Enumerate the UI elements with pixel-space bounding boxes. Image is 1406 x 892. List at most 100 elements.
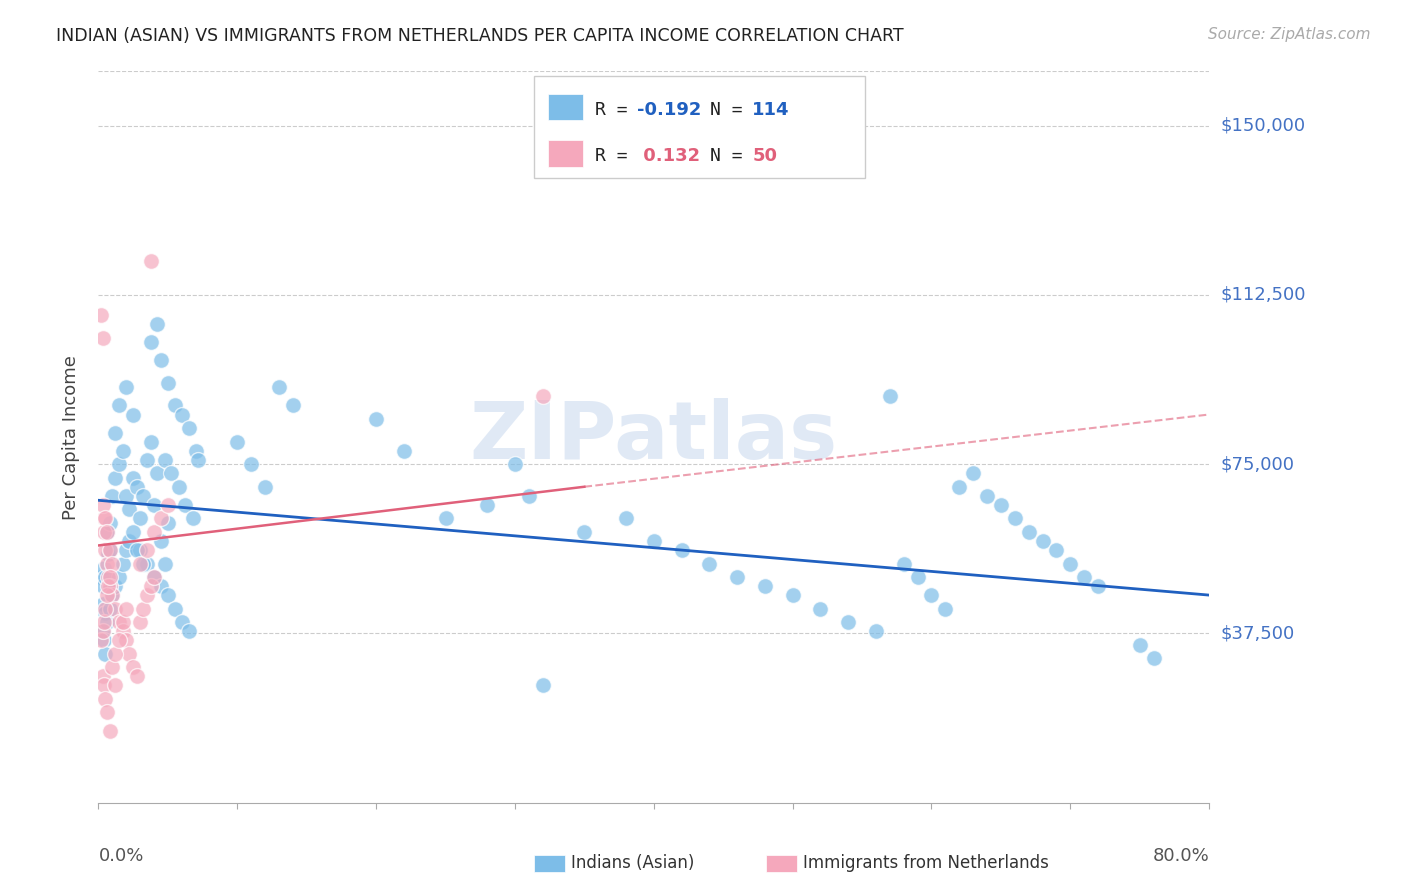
Point bbox=[104, 601, 127, 615]
Point bbox=[90, 633, 112, 648]
Point bbox=[112, 624, 135, 639]
Point bbox=[122, 471, 145, 485]
Point bbox=[98, 516, 121, 530]
Point bbox=[98, 579, 121, 593]
Text: 0.0%: 0.0% bbox=[98, 847, 143, 864]
Point bbox=[104, 678, 127, 692]
Point bbox=[948, 480, 970, 494]
Point bbox=[366, 412, 388, 426]
Point bbox=[118, 647, 141, 661]
Point bbox=[934, 601, 956, 615]
Point bbox=[115, 489, 138, 503]
Point bbox=[93, 511, 115, 525]
Point bbox=[104, 471, 127, 485]
Point bbox=[574, 524, 596, 539]
Text: -0.192: -0.192 bbox=[637, 101, 702, 119]
Point bbox=[475, 498, 499, 512]
Point bbox=[104, 425, 127, 440]
Point bbox=[141, 335, 163, 350]
Point bbox=[97, 570, 120, 584]
Point bbox=[96, 588, 118, 602]
Point bbox=[1129, 638, 1152, 652]
Text: N =: N = bbox=[710, 101, 754, 119]
Point bbox=[614, 511, 637, 525]
Point bbox=[129, 557, 152, 571]
Point bbox=[91, 331, 114, 345]
Point bbox=[93, 615, 115, 630]
Point bbox=[101, 588, 124, 602]
Point bbox=[127, 669, 149, 683]
Point bbox=[149, 533, 172, 548]
Point bbox=[90, 308, 112, 322]
Point bbox=[132, 601, 155, 615]
Text: $37,500: $37,500 bbox=[1220, 624, 1295, 642]
Point bbox=[136, 557, 159, 571]
Text: 80.0%: 80.0% bbox=[1153, 847, 1209, 864]
Point bbox=[671, 543, 693, 558]
Text: N =: N = bbox=[710, 147, 754, 165]
Point bbox=[141, 434, 163, 449]
Point bbox=[136, 588, 159, 602]
Point bbox=[810, 601, 832, 615]
Point bbox=[108, 570, 131, 584]
Point bbox=[94, 606, 117, 620]
Point bbox=[112, 443, 135, 458]
Point bbox=[173, 498, 195, 512]
Point bbox=[149, 579, 172, 593]
Point bbox=[962, 466, 984, 480]
Point bbox=[96, 557, 118, 571]
Point bbox=[101, 489, 124, 503]
Point bbox=[156, 516, 179, 530]
Point bbox=[132, 489, 155, 503]
Point bbox=[159, 466, 181, 480]
Point bbox=[187, 452, 209, 467]
Text: R =: R = bbox=[595, 147, 638, 165]
Point bbox=[112, 615, 135, 630]
Point bbox=[177, 421, 200, 435]
Point bbox=[170, 615, 193, 630]
Point bbox=[98, 723, 121, 738]
Point bbox=[115, 633, 138, 648]
Point bbox=[184, 443, 207, 458]
Point bbox=[281, 399, 304, 413]
Point bbox=[122, 524, 145, 539]
Point bbox=[1004, 511, 1026, 525]
Point bbox=[93, 678, 115, 692]
Point bbox=[434, 511, 457, 525]
Text: $112,500: $112,500 bbox=[1220, 285, 1306, 304]
Text: 114: 114 bbox=[752, 101, 790, 119]
Text: Immigrants from Netherlands: Immigrants from Netherlands bbox=[803, 855, 1049, 872]
Point bbox=[782, 588, 804, 602]
Point bbox=[136, 452, 159, 467]
Point bbox=[122, 660, 145, 674]
Point bbox=[517, 489, 540, 503]
Point bbox=[93, 524, 115, 539]
Point bbox=[118, 502, 141, 516]
Point bbox=[94, 692, 117, 706]
Point bbox=[879, 389, 901, 403]
Point bbox=[1143, 651, 1166, 665]
Point bbox=[91, 579, 114, 593]
Point bbox=[920, 588, 942, 602]
Point bbox=[253, 480, 276, 494]
Point bbox=[127, 480, 149, 494]
Point bbox=[149, 353, 172, 368]
Point bbox=[976, 489, 998, 503]
Point bbox=[90, 570, 112, 584]
Point bbox=[93, 561, 115, 575]
Point bbox=[226, 434, 249, 449]
Point bbox=[108, 399, 131, 413]
Point bbox=[91, 624, 114, 639]
Point bbox=[754, 579, 776, 593]
Point bbox=[170, 408, 193, 422]
Point bbox=[115, 543, 138, 558]
Point bbox=[143, 498, 166, 512]
Point bbox=[141, 254, 163, 268]
Point bbox=[122, 408, 145, 422]
Point bbox=[181, 511, 204, 525]
Point bbox=[94, 601, 117, 615]
Point bbox=[91, 669, 114, 683]
Point bbox=[132, 557, 155, 571]
Point bbox=[267, 380, 290, 394]
Point bbox=[163, 399, 186, 413]
